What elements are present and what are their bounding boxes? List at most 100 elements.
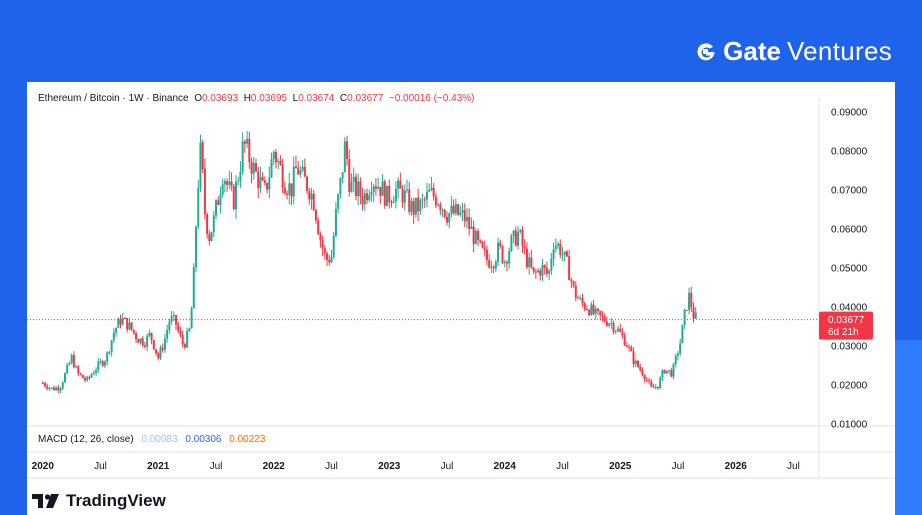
candle-body xyxy=(685,309,688,311)
candle xyxy=(130,322,133,332)
candle-body xyxy=(672,364,675,377)
candle-body xyxy=(608,323,611,326)
candle xyxy=(554,238,557,253)
candle xyxy=(394,181,397,209)
candle-body xyxy=(66,364,69,374)
candle-body xyxy=(150,332,153,340)
candle xyxy=(359,177,362,205)
candle-body xyxy=(479,240,482,242)
candle xyxy=(332,231,335,259)
candle xyxy=(448,212,451,229)
candle xyxy=(437,202,440,207)
candle xyxy=(139,338,142,345)
candle-body xyxy=(192,267,195,309)
candle xyxy=(226,178,229,192)
candle-body xyxy=(661,370,664,378)
candle-body xyxy=(483,247,486,250)
candle-body xyxy=(470,226,473,229)
change-value: −0.00016 (−0.43%) xyxy=(388,93,475,104)
candle-body xyxy=(592,304,595,314)
candle-body xyxy=(248,138,251,163)
candle-body xyxy=(288,183,291,195)
candle xyxy=(66,363,69,375)
candle-body xyxy=(354,176,357,197)
candle-body xyxy=(330,257,333,263)
candle-body xyxy=(572,281,575,286)
candle xyxy=(670,367,673,378)
candle-body xyxy=(623,335,626,346)
candle-body xyxy=(650,381,653,387)
candle-body xyxy=(279,161,282,165)
candle xyxy=(181,330,184,348)
candle xyxy=(377,177,380,190)
candle xyxy=(303,158,306,177)
last-price-tag-price: 0.03677 xyxy=(828,315,865,326)
candle xyxy=(161,343,164,353)
candle xyxy=(370,181,373,202)
candle-body xyxy=(72,355,75,368)
candle-body xyxy=(519,230,522,233)
candle-body xyxy=(46,386,49,389)
candle-body xyxy=(97,361,100,371)
candle-body xyxy=(508,250,511,264)
candle-body xyxy=(86,376,89,381)
candle xyxy=(357,173,360,206)
candle xyxy=(403,184,406,211)
candle xyxy=(283,181,286,195)
tradingview-logo: TradingView xyxy=(32,491,166,511)
candle-body xyxy=(545,268,548,274)
price-chart[interactable]: 0.09000 0.08000 0.07000 0.06000 0.05000 0.040… xyxy=(27,82,895,482)
candle xyxy=(323,245,326,260)
candle xyxy=(454,198,457,216)
candle-body xyxy=(565,251,568,257)
candle-body xyxy=(494,261,497,269)
candle-body xyxy=(157,353,160,359)
candle-body xyxy=(221,184,224,195)
candle-body xyxy=(306,176,309,191)
candle-body xyxy=(645,379,648,381)
candle xyxy=(188,327,191,333)
candle xyxy=(543,264,546,275)
y-tick-label: 0.06000 xyxy=(831,225,868,236)
candle-body xyxy=(161,347,164,350)
candle-body xyxy=(139,338,142,343)
candle-body xyxy=(457,204,460,215)
candle xyxy=(386,185,389,207)
candle-body xyxy=(425,191,428,200)
candle xyxy=(250,157,253,184)
candle-body xyxy=(477,231,480,241)
candle-body xyxy=(588,309,591,315)
candle-body xyxy=(215,200,218,216)
candle xyxy=(661,369,664,382)
candle-body xyxy=(381,181,384,196)
x-tick-label: 2022 xyxy=(263,461,286,472)
candle-body xyxy=(394,188,397,202)
candle-body xyxy=(563,251,566,255)
candle xyxy=(452,199,455,215)
candle xyxy=(228,170,231,190)
candle-body xyxy=(597,308,600,311)
y-tick-label: 0.02000 xyxy=(831,381,868,392)
candle xyxy=(534,268,537,279)
candle xyxy=(339,177,342,199)
candle xyxy=(628,344,631,352)
candle-body xyxy=(297,168,300,175)
candle-body xyxy=(261,177,264,181)
candle xyxy=(625,342,628,348)
candle xyxy=(399,172,402,189)
candle xyxy=(299,166,302,178)
candle-body xyxy=(585,308,588,310)
candle xyxy=(445,211,448,226)
candle-body xyxy=(63,373,66,383)
candle xyxy=(363,189,366,211)
candle-body xyxy=(106,352,109,362)
candle-body xyxy=(186,331,189,348)
candle-body xyxy=(599,310,602,316)
decorative-corner-block xyxy=(894,340,922,515)
candle-body xyxy=(517,232,520,246)
candle-body xyxy=(352,176,355,182)
candle-body xyxy=(390,202,393,204)
candle-body xyxy=(317,220,320,235)
candle-body xyxy=(532,267,535,272)
candle xyxy=(623,332,626,347)
